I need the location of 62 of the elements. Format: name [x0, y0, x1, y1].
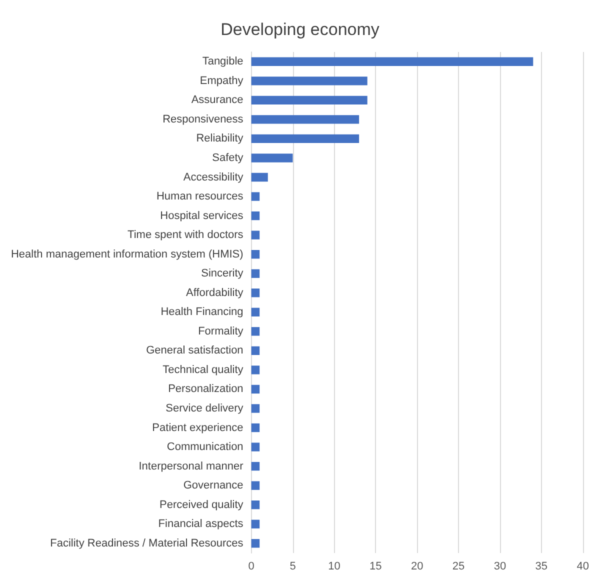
- bar: [251, 404, 260, 413]
- y-tick-label: Assurance: [191, 94, 244, 106]
- bar: [251, 442, 260, 452]
- y-tick-label: Empathy: [200, 74, 244, 87]
- bar: [251, 96, 368, 105]
- bar: [251, 346, 260, 356]
- bar: [251, 327, 260, 336]
- bar: [251, 520, 260, 528]
- bar: [251, 539, 260, 548]
- bar: [251, 211, 260, 220]
- bar: [251, 481, 260, 490]
- y-tick-label: Hospital services: [160, 210, 244, 222]
- y-tick-label: Responsiveness: [162, 113, 244, 126]
- bar: [251, 154, 293, 162]
- y-tick-label: Patient experience: [152, 422, 244, 434]
- y-tick-label: Tangible: [202, 56, 244, 68]
- y-tick-label: Human resources: [156, 190, 244, 203]
- bar: [251, 308, 260, 316]
- bar: [251, 384, 260, 394]
- x-tick-label: 40: [576, 560, 590, 572]
- y-tick-label: Communication: [166, 441, 244, 454]
- x-tick-label: 5: [290, 560, 296, 572]
- x-tick-label: 25: [452, 560, 465, 572]
- bar: [251, 366, 260, 374]
- bar: [251, 192, 260, 201]
- y-tick-label: Reliability: [196, 132, 244, 145]
- x-tick-label: 35: [535, 560, 548, 572]
- y-tick-label: Accessibility: [183, 171, 244, 184]
- x-tick-label: 0: [248, 560, 254, 572]
- y-tick-label: Health management information system (HMIS): [10, 248, 244, 260]
- y-tick-label: Safety: [212, 152, 244, 164]
- bar: [251, 115, 360, 124]
- y-tick-label: General satisfaction: [146, 344, 244, 357]
- y-tick-label: Personalization: [168, 383, 244, 396]
- bar: [251, 269, 260, 278]
- bar: [251, 134, 360, 144]
- y-tick-label: Governance: [183, 480, 244, 492]
- x-tick-label: 30: [494, 560, 506, 572]
- bar: [251, 230, 260, 240]
- x-tick-label: 20: [410, 560, 424, 572]
- y-tick-label: Affordability: [186, 286, 244, 299]
- y-tick-label: Health Financing: [160, 306, 244, 318]
- y-tick-label: Sincerity: [201, 268, 244, 280]
- x-tick-label: 10: [328, 560, 340, 572]
- y-tick-label: Service delivery: [166, 402, 244, 414]
- bar: [251, 172, 268, 182]
- bar: [251, 423, 260, 432]
- bar: [251, 462, 260, 471]
- y-tick-label: Facility Readiness / Material Resources: [50, 537, 244, 550]
- bar: [251, 250, 260, 259]
- y-tick-label: Financial aspects: [158, 518, 244, 530]
- bar: [251, 76, 368, 86]
- y-tick-label: Time spent with doctors: [128, 229, 244, 242]
- bar: [251, 288, 260, 298]
- y-tick-label: Technical quality: [162, 364, 244, 376]
- y-tick-label: Formality: [198, 325, 244, 338]
- x-tick-label: 15: [370, 560, 382, 572]
- bar: [251, 500, 260, 510]
- bar: [251, 57, 534, 66]
- y-tick-label: Perceived quality: [160, 498, 244, 511]
- y-tick-label: Interpersonal manner: [138, 460, 244, 472]
- chart-title: Developing economy: [220, 20, 380, 39]
